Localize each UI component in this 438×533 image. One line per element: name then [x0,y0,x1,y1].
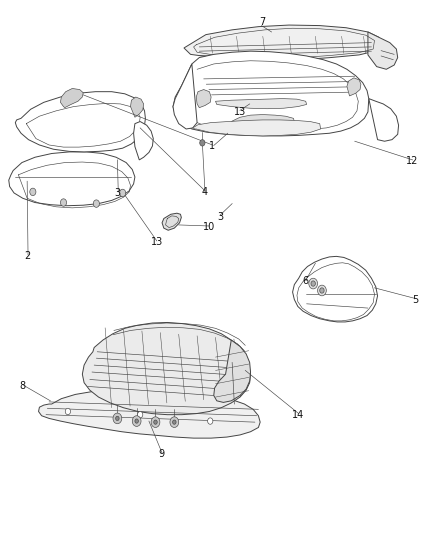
Circle shape [93,200,99,207]
Polygon shape [347,78,361,96]
Polygon shape [173,64,197,129]
Circle shape [173,420,176,424]
Text: 7: 7 [260,18,266,27]
Text: 10: 10 [203,222,215,232]
Polygon shape [134,122,153,160]
Circle shape [65,408,71,415]
Text: 1: 1 [209,141,215,150]
Polygon shape [60,88,83,108]
Text: 3: 3 [217,213,223,222]
Circle shape [318,285,326,296]
Text: 12: 12 [406,156,418,166]
Polygon shape [173,51,369,136]
Text: 13: 13 [234,107,246,117]
Polygon shape [39,389,260,438]
Polygon shape [368,32,398,69]
Polygon shape [214,340,251,402]
Polygon shape [184,25,379,60]
Circle shape [30,188,36,196]
Polygon shape [15,92,145,152]
Text: 5: 5 [412,295,418,304]
Polygon shape [369,99,399,141]
Circle shape [135,419,138,423]
Polygon shape [193,120,321,136]
Text: 6: 6 [303,277,309,286]
Circle shape [200,140,205,146]
Circle shape [151,417,160,427]
Circle shape [132,416,141,426]
Circle shape [60,199,67,206]
Polygon shape [82,322,251,415]
Polygon shape [293,256,378,322]
Text: 3: 3 [114,188,120,198]
Circle shape [309,278,318,289]
Circle shape [154,420,157,424]
Circle shape [320,288,324,293]
Circle shape [120,189,126,197]
Circle shape [138,411,143,418]
Text: 8: 8 [20,382,26,391]
Polygon shape [215,99,307,109]
Polygon shape [231,115,294,126]
Circle shape [113,413,122,424]
Circle shape [208,418,213,424]
Text: 13: 13 [151,237,163,247]
Text: 2: 2 [24,251,30,261]
Text: 9: 9 [158,449,164,459]
Polygon shape [9,152,135,206]
Polygon shape [162,213,181,230]
Circle shape [311,281,315,286]
Text: 14: 14 [292,410,304,419]
Text: 4: 4 [202,187,208,197]
Circle shape [170,417,179,427]
Polygon shape [131,97,144,117]
Circle shape [116,416,119,421]
Polygon shape [196,90,211,108]
